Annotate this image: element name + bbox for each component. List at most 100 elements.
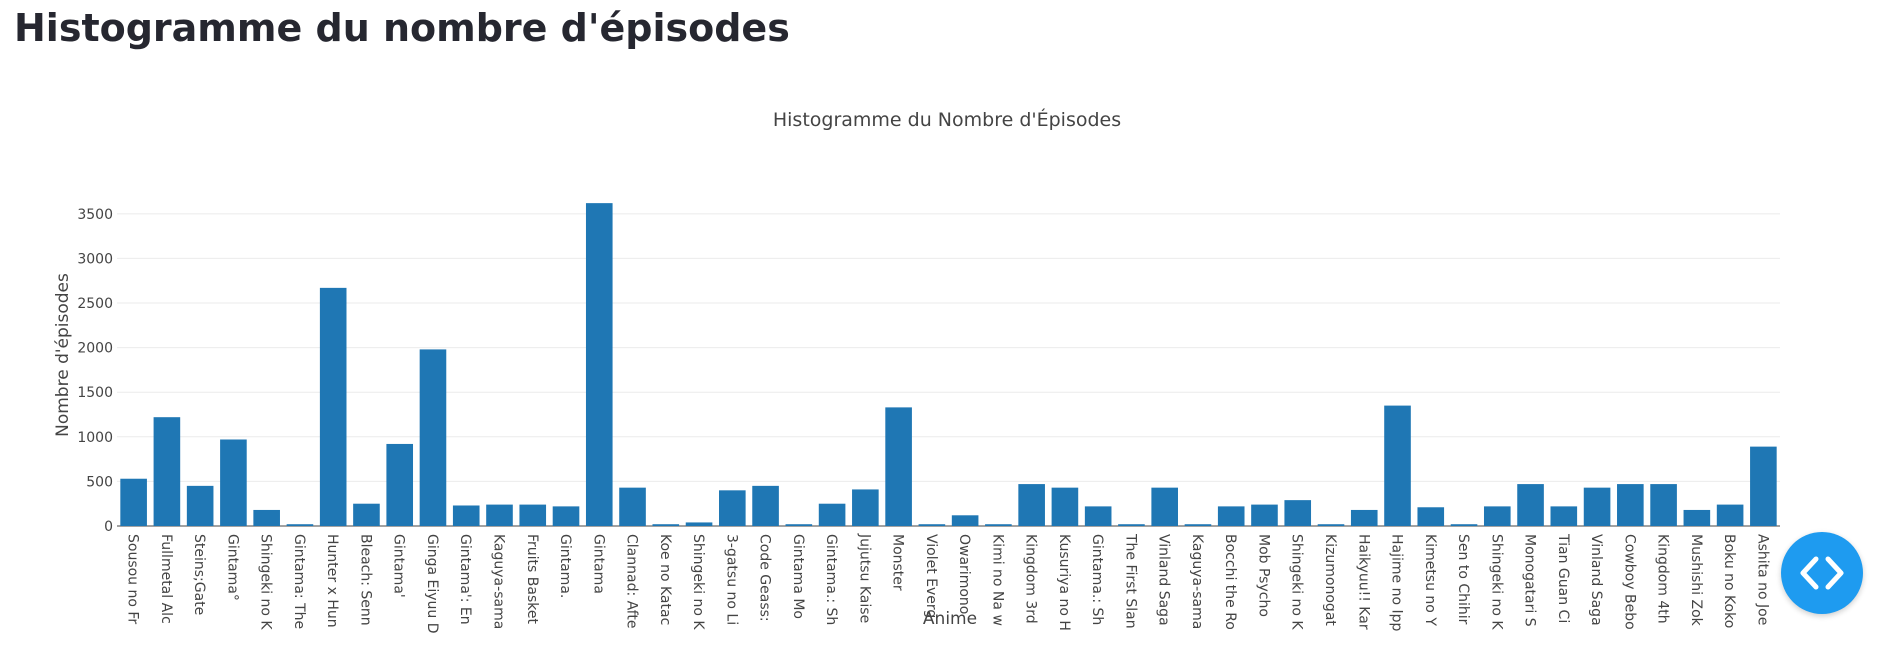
bar[interactable] [1583, 487, 1611, 526]
bar[interactable] [1650, 484, 1677, 526]
bar[interactable] [951, 515, 979, 526]
x-tick-label: Vinland Saga [1588, 534, 1604, 626]
x-tick-label: Cowboy Bebo [1621, 534, 1637, 630]
x-tick-label: 3-gatsu no Li [723, 534, 739, 625]
bar[interactable] [885, 407, 912, 526]
x-tick-label: Bocchi the Ro [1222, 534, 1238, 630]
x-tick-label: Boku no Koko [1721, 534, 1737, 628]
x-tick-label: Owarimono [956, 534, 972, 614]
bar[interactable] [386, 443, 414, 526]
bar[interactable] [1051, 487, 1079, 526]
bar[interactable] [253, 509, 280, 526]
bar[interactable] [652, 524, 680, 526]
bar[interactable] [1350, 509, 1378, 526]
bar[interactable] [1417, 507, 1445, 526]
y-tick-label: 3500 [77, 207, 113, 223]
y-tick-label: 2000 [77, 341, 113, 357]
bar[interactable] [1750, 446, 1777, 526]
x-tick-label: Gintama.: Sh [1089, 534, 1105, 625]
x-tick-label: Gintama.: Sh [823, 534, 839, 625]
bar[interactable] [1084, 506, 1112, 526]
x-tick-label: Gintama' [391, 534, 407, 598]
bar[interactable] [785, 524, 813, 526]
y-axis-ticks: 0 500 1000 1500 2000 2500 3000 3500 [77, 207, 113, 535]
bar[interactable] [1450, 524, 1478, 526]
bar[interactable] [1217, 506, 1245, 526]
bar[interactable] [1517, 484, 1544, 526]
bar[interactable] [585, 203, 613, 526]
x-tick-label: Shingeki no K [258, 534, 274, 630]
x-tick-label: Ashita no Joe [1754, 534, 1770, 625]
x-tick-label: Monogatari S [1522, 534, 1538, 627]
x-tick-label: Sousou no Fr [125, 534, 141, 624]
bar[interactable] [353, 503, 380, 526]
bar[interactable] [719, 490, 746, 526]
bar[interactable] [619, 487, 646, 526]
x-tick-label: Koe no Katac [657, 534, 673, 625]
x-tick-label: Steins;Gate [191, 534, 207, 615]
x-tick-label: Ginga Eiyuu D [424, 534, 440, 634]
x-tick-label: Mob Psycho [1255, 534, 1271, 617]
x-tick-label: Kusuriya no H [1056, 534, 1072, 631]
bar[interactable] [419, 349, 447, 526]
y-axis-label: Nombre d'épisodes [53, 273, 73, 437]
bar[interactable] [985, 524, 1012, 526]
x-tick-label: Kaguya-sama [490, 534, 506, 629]
y-tick-label: 0 [104, 519, 113, 535]
bar[interactable] [319, 287, 347, 526]
bar[interactable] [1284, 500, 1312, 526]
x-tick-label: Shingeki no K [1488, 534, 1504, 630]
bar[interactable] [120, 478, 147, 526]
x-tick-label: Kimetsu no Y [1422, 534, 1438, 626]
y-tick-label: 1500 [77, 385, 113, 401]
bar[interactable] [486, 504, 513, 526]
y-tick-label: 2500 [77, 296, 113, 312]
bar[interactable] [1184, 524, 1212, 526]
x-tick-label: Tian Guan Ci [1555, 533, 1571, 623]
x-tick-label: Fullmetal Alc [158, 534, 174, 624]
x-tick-label: Kizumonogat [1322, 534, 1338, 626]
x-tick-label: Kimi no Na w [989, 534, 1005, 626]
bar[interactable] [1617, 484, 1644, 526]
bar[interactable] [1550, 506, 1578, 526]
x-tick-label: Gintama': En [457, 534, 473, 625]
bar[interactable] [1683, 509, 1711, 526]
code-toggle-button[interactable] [1781, 532, 1863, 614]
bar[interactable] [752, 485, 779, 526]
code-brackets-icon [1800, 556, 1844, 590]
x-tick-label: Mushishi Zok [1688, 534, 1704, 627]
bar[interactable] [918, 524, 946, 526]
bar[interactable] [818, 503, 846, 526]
bar[interactable] [286, 524, 314, 526]
bar[interactable] [1317, 524, 1345, 526]
x-tick-label: Kingdom 3rd [1023, 534, 1039, 624]
bar[interactable] [1151, 487, 1178, 526]
bar[interactable] [1483, 506, 1511, 526]
bar[interactable] [1384, 405, 1411, 526]
x-tick-label: Sen to Chihir [1455, 534, 1471, 625]
x-tick-label: The First Slan [1122, 533, 1138, 629]
bars-group [120, 203, 1777, 526]
x-tick-label: Gintama° [224, 534, 240, 601]
x-tick-label: Jujutsu Kaise [856, 533, 872, 623]
y-tick-label: 3000 [77, 251, 113, 267]
bar[interactable] [1018, 484, 1045, 526]
bar[interactable] [852, 489, 879, 526]
bar[interactable] [220, 439, 247, 526]
bar[interactable] [186, 485, 214, 526]
bar[interactable] [153, 417, 181, 526]
y-gridlines [117, 213, 1780, 527]
bar[interactable] [1716, 504, 1744, 526]
bar[interactable] [1251, 504, 1278, 526]
bar[interactable] [1118, 524, 1145, 526]
x-tick-label: Gintama: The [291, 534, 307, 629]
bar[interactable] [552, 506, 580, 526]
x-tick-label: Vinland Saga [1156, 534, 1172, 626]
bar[interactable] [519, 504, 547, 526]
bar[interactable] [452, 505, 480, 526]
x-tick-label: Kingdom 4th [1655, 534, 1671, 624]
bar[interactable] [685, 522, 713, 526]
x-tick-label: Gintama Mo [790, 534, 806, 619]
x-tick-label: Bleach: Senn [357, 534, 373, 626]
